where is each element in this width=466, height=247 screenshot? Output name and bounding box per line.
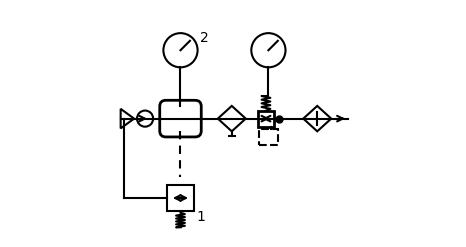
Text: 2: 2 (200, 31, 209, 45)
Bar (259, 129, 278, 145)
Text: 1: 1 (196, 210, 205, 224)
Bar (258, 111, 274, 126)
Bar (167, 185, 194, 211)
